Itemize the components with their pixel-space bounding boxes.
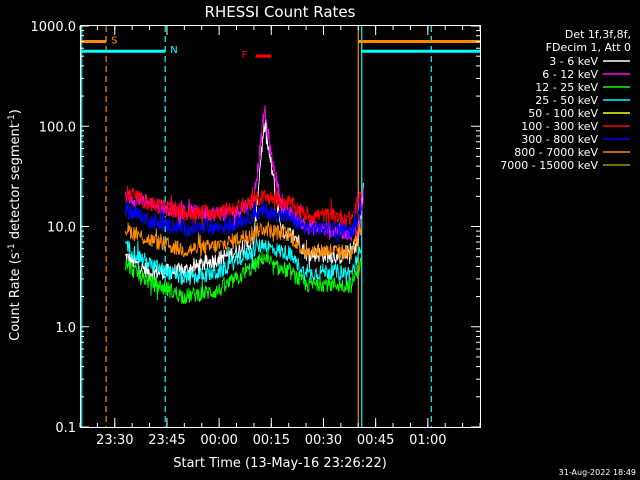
x-tick-label-4: 00:30 <box>305 433 342 448</box>
x-tick-label-3: 00:15 <box>253 433 290 448</box>
y-tick-label-3: 100.0 <box>39 120 76 135</box>
y-axis-label-mid: detector segment <box>8 123 23 243</box>
y-axis-label-main: Count Rate (s <box>8 252 23 341</box>
legend-label-4: 50 - 100 keV <box>528 107 598 120</box>
y-axis-label-sup2: -1 <box>7 114 17 123</box>
y-axis-label-end: ) <box>8 109 23 114</box>
legend-header-line-1: Det 1f,3f,8f, <box>565 28 631 41</box>
series-line-3 <box>124 237 362 286</box>
footer-date: 31-Aug-2022 18:49 <box>559 468 636 477</box>
x-tick-label-6: 01:00 <box>409 433 446 448</box>
y-tick-label-1: 1.0 <box>55 321 76 336</box>
legend-header-line-2: FDecim 1, Att 0 <box>546 41 631 54</box>
x-tick-label-0: 23:30 <box>96 433 133 448</box>
attenuator-annotations: S N F <box>80 36 480 61</box>
annotation-label-f: F <box>242 50 248 61</box>
legend-label-0: 3 - 6 keV <box>549 55 598 68</box>
chart-title: RHESSI Count Rates <box>205 3 356 21</box>
legend-label-7: 800 - 7000 keV <box>514 146 598 159</box>
legend-label-3: 25 - 50 keV <box>535 94 598 107</box>
x-axis: 23:30 23:45 00:00 00:15 00:30 00:45 01:00 <box>79 26 481 448</box>
legend-label-8: 7000 - 15000 keV <box>500 159 598 172</box>
y-tick-label-0: 0.1 <box>55 421 76 436</box>
legend-label-5: 100 - 300 keV <box>521 120 598 133</box>
annotation-label-n: N <box>170 45 177 56</box>
x-tick-label-1: 23:45 <box>148 433 185 448</box>
legend-label-6: 300 - 800 keV <box>521 133 598 146</box>
x-tick-label-2: 00:00 <box>200 433 237 448</box>
series-line-5 <box>124 185 362 229</box>
data-series <box>124 104 364 305</box>
annotation-label-s: S <box>111 36 117 47</box>
legend-label-1: 6 - 12 keV <box>542 68 598 81</box>
y-axis-label: Count Rate (s-1 detector segment-1) <box>7 109 23 341</box>
y-tick-label-2: 10.0 <box>47 221 76 236</box>
series-line-6 <box>124 193 362 244</box>
y-axis: 0.1 1.0 10.0 100.0 1000.0 <box>31 20 480 436</box>
time-interval-lines <box>81 26 432 427</box>
legend-label-2: 12 - 25 keV <box>535 81 598 94</box>
series-line-7 <box>124 221 362 260</box>
legend: Det 1f,3f,8f, FDecim 1, Att 0 3 - 6 keV6… <box>500 28 631 172</box>
series-line-2 <box>124 249 362 305</box>
x-axis-label: Start Time (13-May-16 23:26:22) <box>173 456 387 471</box>
x-tick-label-5: 00:45 <box>357 433 394 448</box>
y-axis-label-sup1: -1 <box>7 243 17 252</box>
y-tick-label-4: 1000.0 <box>31 20 77 35</box>
